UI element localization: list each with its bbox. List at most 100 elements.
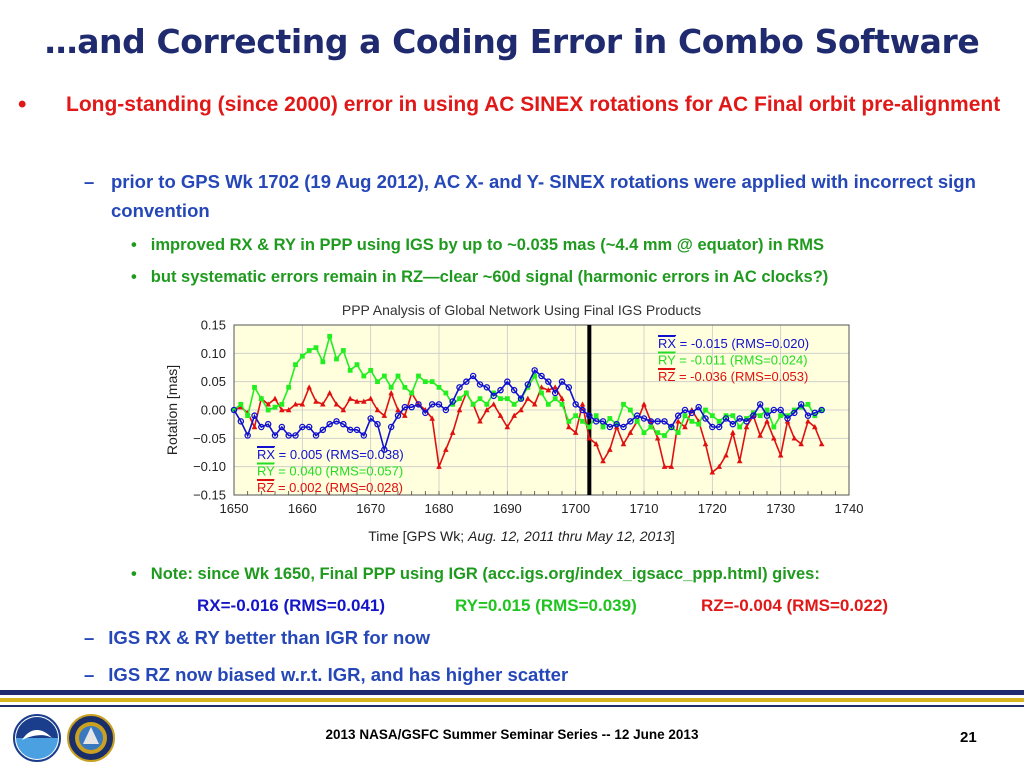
x-tick-label: 1650	[220, 501, 249, 516]
data-point	[730, 413, 736, 419]
data-point	[497, 412, 504, 418]
x-tick-label: 1670	[356, 501, 385, 516]
annotation-symbol: RX	[658, 336, 676, 351]
annotation-symbol: RZ	[257, 480, 274, 495]
data-point	[743, 424, 750, 430]
data-point	[709, 413, 715, 419]
footer-rule-gold	[0, 698, 1024, 702]
y-tick-label: 0.00	[201, 403, 226, 418]
data-point	[572, 401, 579, 408]
data-point	[264, 420, 272, 428]
data-point	[347, 367, 353, 373]
data-point	[674, 412, 682, 419]
data-point	[654, 435, 661, 441]
data-point	[517, 395, 525, 402]
data-point	[320, 401, 326, 407]
sub-bullet-sign-convention: – prior to GPS Wk 1702 (19 Aug 2012), AC…	[84, 167, 1014, 225]
data-point	[245, 413, 251, 419]
note-igr: • Note: since Wk 1650, Final PPP using IG…	[131, 565, 820, 584]
data-point	[312, 432, 320, 439]
data-point	[737, 424, 743, 430]
data-point	[333, 418, 340, 425]
data-point	[265, 407, 271, 413]
x-axis-label-range: Aug. 12, 2011 thru May 12, 2013	[467, 528, 671, 544]
data-point	[258, 423, 265, 431]
data-point	[463, 390, 469, 396]
data-point	[805, 401, 811, 407]
data-point	[278, 423, 286, 431]
data-point	[504, 424, 511, 430]
point-improved-rx-ry: • improved RX & RY in PPP using IGS by up…	[131, 236, 824, 255]
y-axis-label: Rotation [mas]	[164, 365, 180, 455]
data-point	[511, 401, 517, 407]
data-point	[716, 418, 722, 424]
data-point	[381, 446, 388, 453]
data-point	[340, 407, 347, 413]
data-point	[457, 396, 462, 402]
data-point	[490, 401, 497, 407]
y-tick-label: 0.05	[201, 374, 226, 389]
data-point	[565, 384, 573, 391]
data-point	[771, 424, 777, 430]
data-point	[409, 390, 415, 396]
data-point	[627, 418, 634, 425]
data-point	[484, 407, 490, 413]
data-point	[723, 452, 729, 458]
data-point	[415, 401, 422, 408]
data-point	[374, 407, 381, 413]
data-point	[600, 458, 606, 464]
data-point	[641, 430, 647, 436]
x-tick-label: 1680	[425, 501, 454, 516]
data-point	[293, 362, 298, 368]
data-point	[401, 403, 409, 411]
data-point	[388, 384, 394, 390]
data-point	[648, 424, 654, 430]
data-point	[436, 463, 442, 469]
data-point	[662, 433, 667, 438]
annotation-after-fix: RY = -0.011 (RMS=0.024)	[658, 353, 808, 368]
data-point	[320, 359, 326, 365]
dash-glyph: –	[84, 627, 95, 648]
data-point	[319, 426, 327, 434]
data-point	[395, 407, 401, 413]
data-point	[292, 432, 299, 439]
data-point	[736, 458, 743, 464]
data-point	[354, 362, 360, 368]
data-point	[559, 395, 565, 401]
data-point	[313, 345, 319, 351]
sub-bullet-igs-biased: – IGS RZ now biased w.r.t. IGR, and has h…	[84, 664, 568, 686]
data-point	[661, 463, 668, 469]
bullet-glyph: •	[131, 565, 137, 583]
data-point	[265, 401, 271, 407]
data-point	[579, 401, 586, 407]
note-igr-text: Note: since Wk 1650, Final PPP using IGR…	[150, 565, 820, 583]
y-tick-label: −0.05	[193, 431, 226, 446]
data-point	[627, 407, 633, 413]
data-point	[252, 384, 257, 390]
data-point	[703, 407, 708, 413]
annotation-value: = -0.015 (RMS=0.020)	[676, 336, 809, 351]
data-point	[340, 420, 347, 428]
data-point	[573, 413, 579, 419]
data-point	[442, 406, 450, 414]
data-point	[566, 418, 572, 424]
data-point	[443, 446, 449, 452]
data-point	[347, 395, 353, 401]
data-point	[504, 396, 510, 402]
data-point	[326, 390, 333, 396]
y-tick-label: 0.10	[201, 346, 226, 361]
data-point	[368, 367, 374, 373]
data-point	[497, 386, 504, 394]
data-point	[230, 406, 238, 414]
data-point	[736, 415, 743, 422]
ngs-logo-icon	[67, 714, 115, 762]
data-point	[688, 409, 696, 417]
bullet-glyph: •	[131, 268, 137, 286]
data-point	[709, 423, 716, 431]
data-point	[777, 452, 784, 458]
data-point	[449, 398, 456, 405]
data-point	[702, 441, 709, 447]
y-tick-label: −0.10	[193, 459, 226, 474]
data-point	[477, 396, 483, 402]
data-point	[722, 415, 730, 422]
